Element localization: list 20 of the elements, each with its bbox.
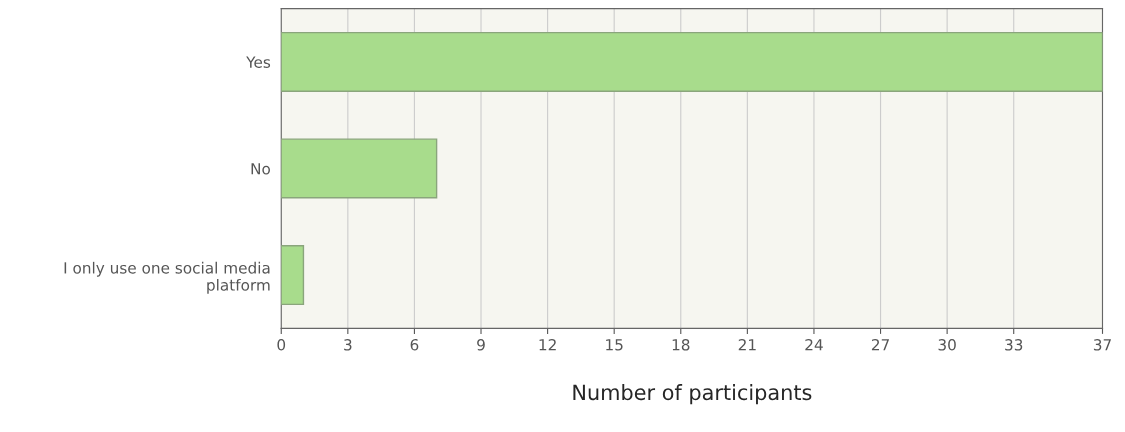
x-tick-label: 0: [277, 339, 286, 351]
x-tick-label: 6: [410, 339, 419, 351]
x-tick-label: 18: [672, 339, 690, 351]
x-tick-label: 24: [805, 339, 823, 351]
x-axis-title: Number of participants: [573, 384, 812, 405]
x-tick-label: 3: [344, 339, 352, 351]
x-tick-label: 12: [539, 339, 556, 351]
x-tick-label: 15: [606, 339, 623, 351]
x-tick-label: 21: [738, 339, 756, 351]
x-tick-label: 27: [871, 339, 889, 351]
x-tick-label: 33: [1005, 339, 1023, 351]
x-tick-label: 37: [1093, 339, 1111, 351]
bar: [281, 31, 1103, 92]
y-tick-label: No: [251, 163, 270, 175]
y-tick-label: I only use one social media platform: [64, 261, 270, 294]
bar: [281, 138, 438, 199]
x-tick-label: 30: [938, 339, 956, 351]
bar: [281, 245, 305, 306]
y-tick-label: Yes: [246, 56, 271, 68]
x-tick-label: 9: [477, 339, 485, 351]
